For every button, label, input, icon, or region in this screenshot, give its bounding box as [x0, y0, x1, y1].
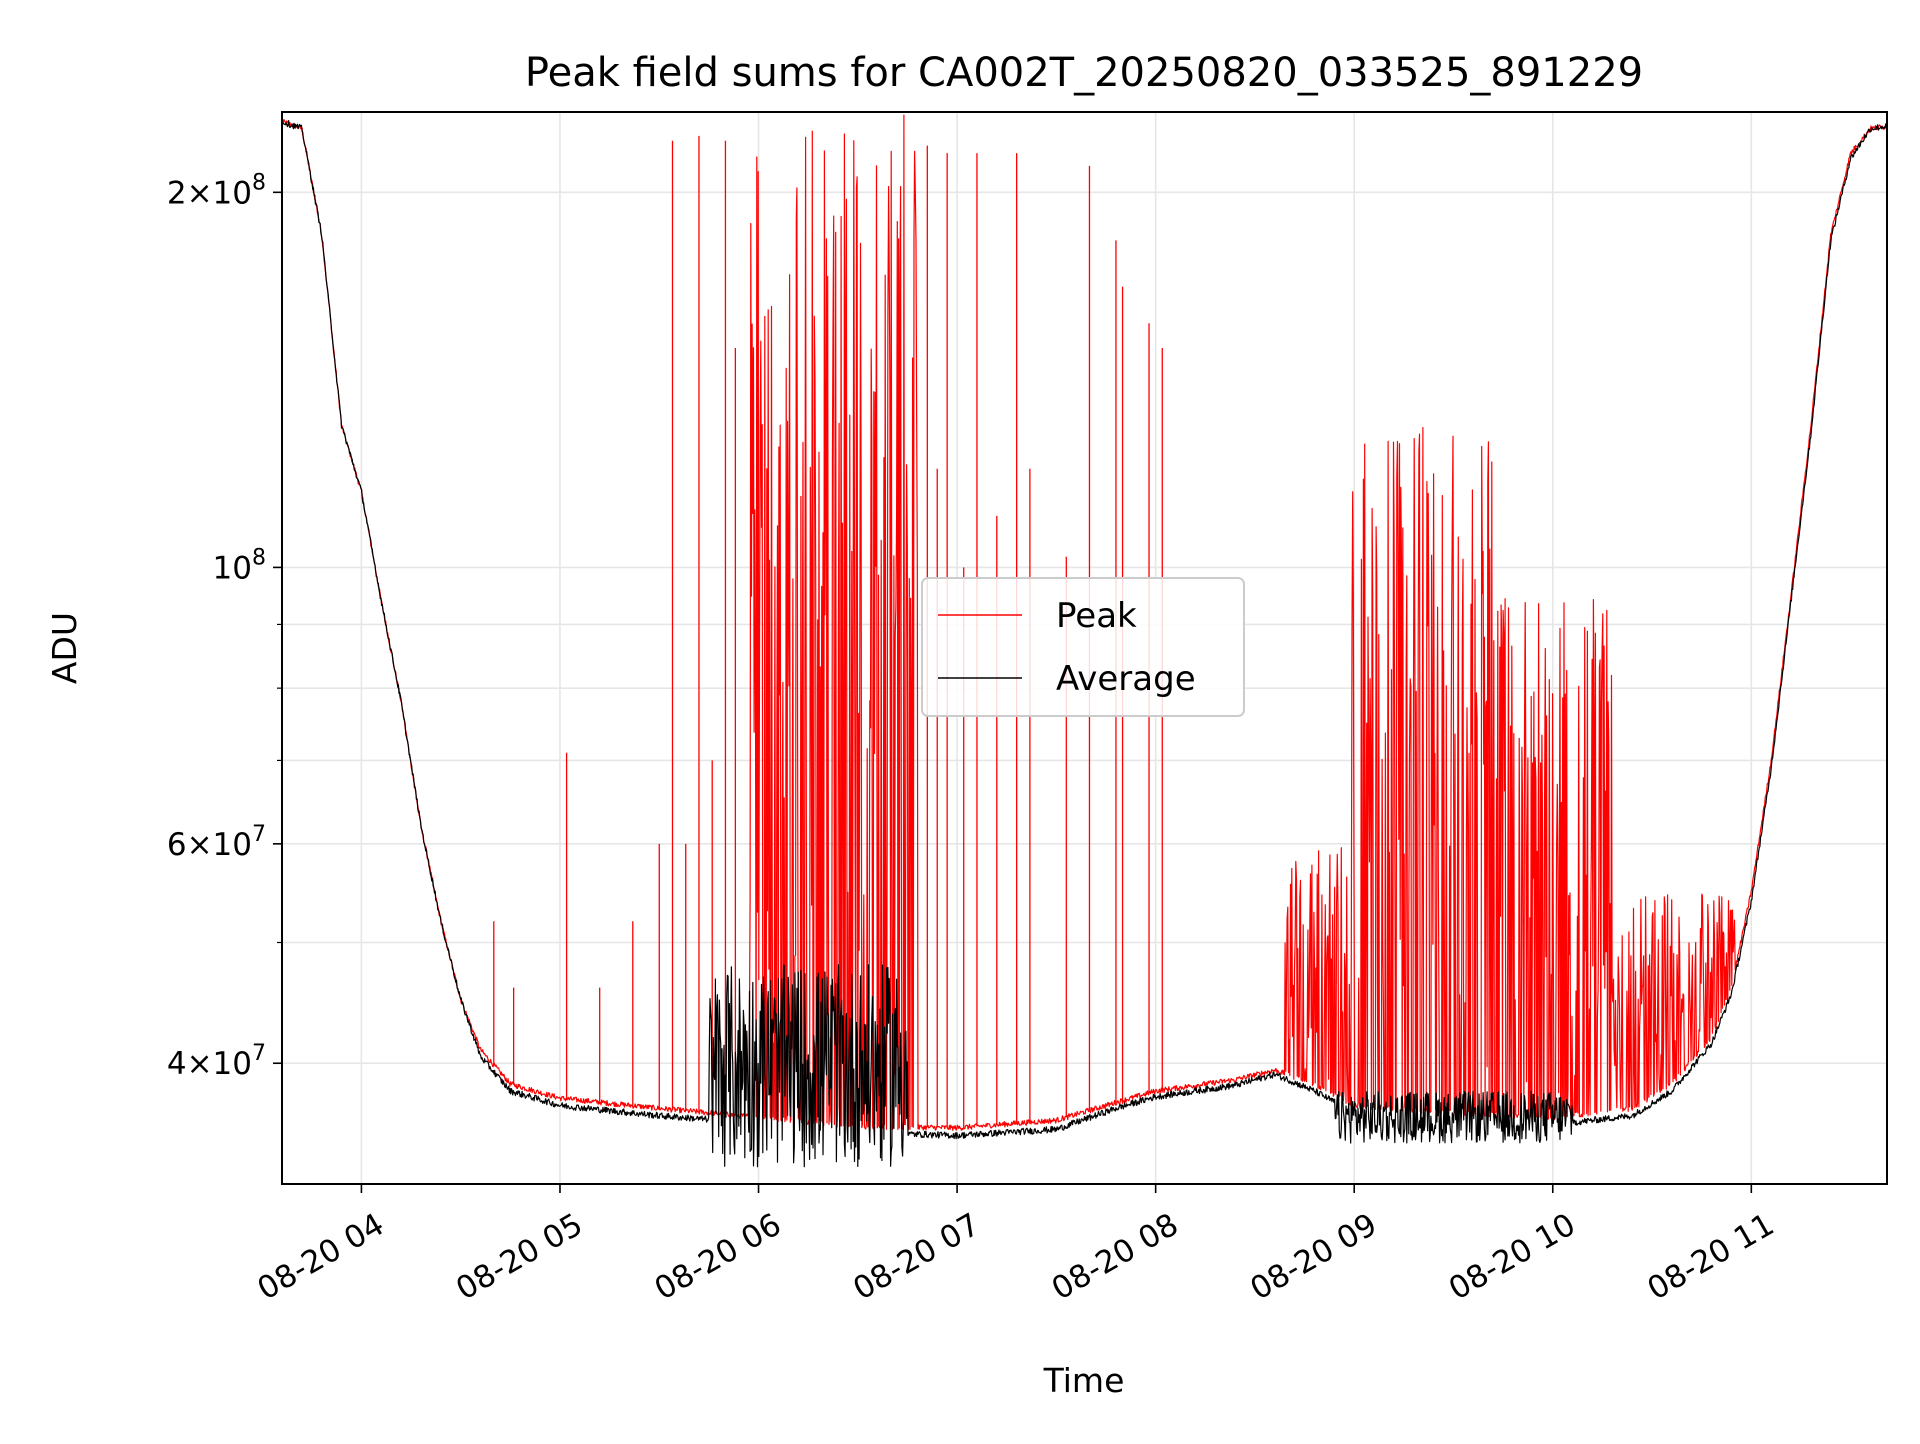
- legend: Peak Average: [921, 577, 1245, 717]
- legend-box: [921, 577, 1245, 717]
- chart-title: Peak field sums for CA002T_20250820_0335…: [525, 50, 1643, 96]
- y-tick-label: 6×107: [167, 822, 266, 863]
- y-tick-exponent: 7: [252, 822, 266, 847]
- y-tick-label: 2×108: [167, 170, 266, 211]
- peak-series-line: [282, 114, 1887, 1131]
- plot-frame: [281, 111, 1888, 1185]
- y-tick-exponent: 7: [252, 1041, 266, 1066]
- x-axis-label: Time: [1043, 1361, 1125, 1400]
- y-tick-label: 4×107: [167, 1041, 266, 1082]
- legend-peak-label: Peak: [1056, 596, 1137, 636]
- y-axis-label: ADU: [45, 612, 84, 684]
- y-tick-exponent: 8: [252, 545, 266, 570]
- axes: [281, 111, 1888, 1185]
- legend-average-label: Average: [1056, 659, 1196, 699]
- y-tick-exponent: 8: [252, 170, 266, 195]
- average-series-line: [282, 119, 1887, 1168]
